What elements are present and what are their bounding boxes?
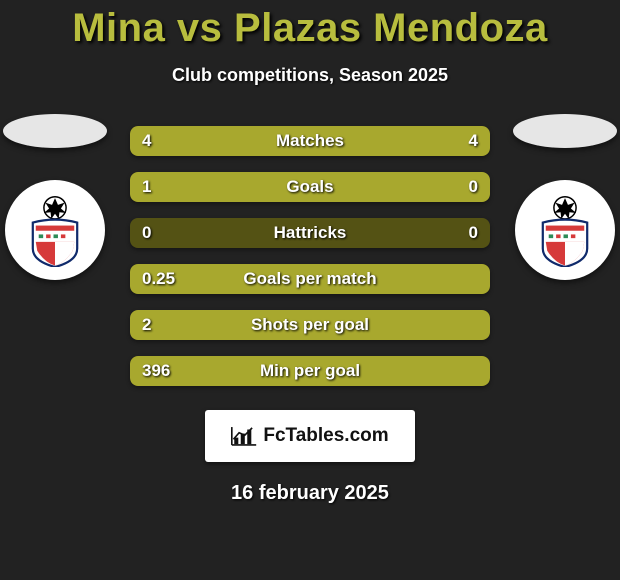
bar-overlay: 2Shots per goal — [130, 310, 490, 340]
stat-label: Goals — [130, 177, 490, 197]
avatar-left — [3, 114, 107, 148]
brand-text: FcTables.com — [263, 425, 388, 447]
stat-label: Matches — [130, 131, 490, 151]
main: 4Matches4 1Goals0 0Hattricks0 0.25Goals per… — [0, 126, 620, 505]
stat-bar-row: 2Shots per goal — [130, 310, 490, 340]
bar-overlay: 0Hattricks0 — [130, 218, 490, 248]
date: 16 february 2025 — [0, 482, 620, 505]
player-right — [510, 114, 620, 280]
stat-bars: 4Matches4 1Goals0 0Hattricks0 0.25Goals per… — [130, 126, 490, 386]
bar-overlay: 0.25Goals per match — [130, 264, 490, 294]
stat-label: Hattricks — [130, 223, 490, 243]
stat-label: Shots per goal — [130, 315, 490, 335]
club-badge-left — [5, 180, 105, 280]
avatar-right — [513, 114, 617, 148]
stat-bar-row: 0Hattricks0 — [130, 218, 490, 248]
stat-bar-row: 0.25Goals per match — [130, 264, 490, 294]
brand-chart-icon — [231, 426, 257, 446]
stat-bar-row: 4Matches4 — [130, 126, 490, 156]
brand-badge: FcTables.com — [205, 410, 415, 462]
stat-bar-row: 396Min per goal — [130, 356, 490, 386]
subtitle: Club competitions, Season 2025 — [0, 65, 620, 86]
club-crest-icon — [528, 193, 602, 267]
club-crest-icon — [18, 193, 92, 267]
stat-bar-row: 1Goals0 — [130, 172, 490, 202]
bar-overlay: 396Min per goal — [130, 356, 490, 386]
club-badge-right — [515, 180, 615, 280]
root: Mina vs Plazas Mendoza Club competitions… — [0, 0, 620, 580]
stat-label: Goals per match — [130, 269, 490, 289]
bar-overlay: 4Matches4 — [130, 126, 490, 156]
title: Mina vs Plazas Mendoza — [0, 0, 620, 51]
stat-label: Min per goal — [130, 361, 490, 381]
bar-overlay: 1Goals0 — [130, 172, 490, 202]
player-left — [0, 114, 110, 280]
